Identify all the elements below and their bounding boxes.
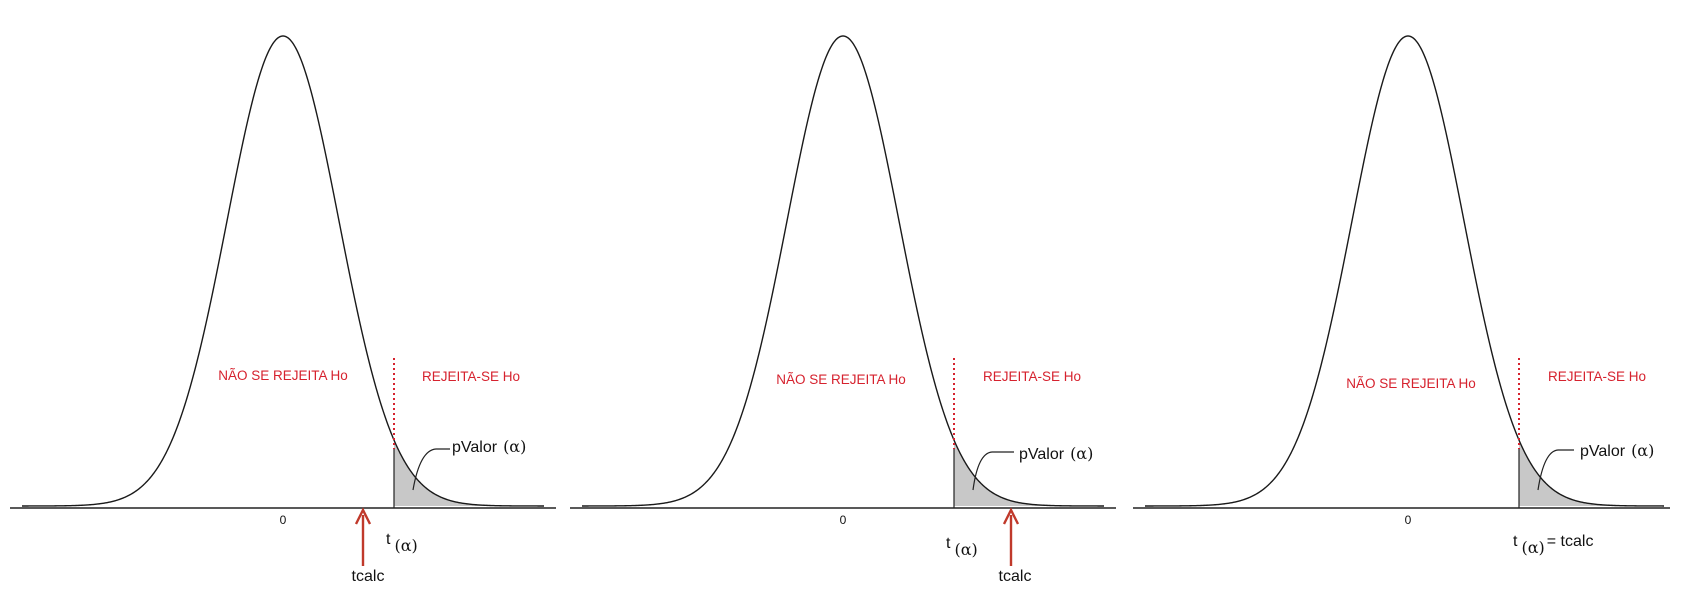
accept-region-label: NÃO SE REJEITA Ho xyxy=(218,368,348,383)
zero-tick-label: 0 xyxy=(1405,513,1412,527)
tcalc-label: tcalc xyxy=(999,568,1032,585)
critical-t-label: t (α) xyxy=(946,535,978,559)
pvalue-label: pValor (α) xyxy=(1580,441,1654,460)
accept-region-label: NÃO SE REJEITA Ho xyxy=(1346,376,1476,391)
reject-region-label: REJEITA-SE Ho xyxy=(983,369,1081,384)
density-curve xyxy=(1145,35,1664,507)
pvalue-label: pValor (α) xyxy=(1019,444,1093,463)
tcalc-arrowhead xyxy=(1002,507,1020,525)
tcalc-arrowhead xyxy=(354,507,372,525)
panel-1: 0 NÃO SE REJEITA Ho REJEITA-SE Ho pValor… xyxy=(10,35,556,585)
zero-tick-label: 0 xyxy=(280,513,287,527)
accept-region-label: NÃO SE REJEITA Ho xyxy=(776,372,906,387)
tcalc-label: tcalc xyxy=(352,568,385,585)
shaded-tail xyxy=(1519,440,1664,506)
shaded-tail xyxy=(394,440,544,506)
pvalue-leader-line xyxy=(412,448,450,491)
density-curve xyxy=(22,35,544,507)
pvalue-label: pValor (α) xyxy=(452,437,526,456)
reject-region-label: REJEITA-SE Ho xyxy=(422,369,520,384)
density-curve xyxy=(582,35,1104,507)
pvalue-leader-line xyxy=(972,451,1014,491)
critical-t-label: t (α) = tcalc xyxy=(1513,533,1593,557)
panel-2: 0 NÃO SE REJEITA Ho REJEITA-SE Ho pValor… xyxy=(570,35,1116,585)
critical-t-label: t (α) xyxy=(386,531,418,555)
shaded-tail xyxy=(954,440,1104,506)
zero-tick-label: 0 xyxy=(840,513,847,527)
reject-region-label: REJEITA-SE Ho xyxy=(1548,369,1646,384)
pvalue-leader-line xyxy=(1537,449,1574,491)
panel-3: 0 NÃO SE REJEITA Ho REJEITA-SE Ho pValor… xyxy=(1133,35,1670,557)
